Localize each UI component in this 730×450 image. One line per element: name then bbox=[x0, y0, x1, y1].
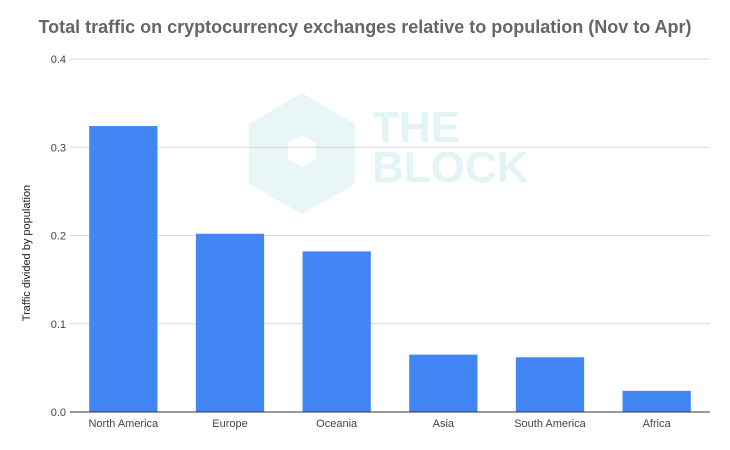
x-tick-label: Oceania bbox=[316, 418, 358, 430]
y-tick-labels: 0.0 0.1 0.2 0.3 0.4 bbox=[51, 54, 66, 419]
watermark-hex-inner bbox=[288, 135, 316, 167]
y-tick-label: 0.1 bbox=[51, 319, 66, 331]
x-tick-label: Europe bbox=[212, 418, 247, 430]
y-tick-label: 0.3 bbox=[51, 142, 66, 154]
bar-north-america bbox=[89, 126, 158, 412]
watermark-line-2: BLOCK bbox=[372, 143, 529, 192]
watermark-logo: THE BLOCK bbox=[249, 93, 529, 214]
y-tick-label: 0.4 bbox=[51, 54, 66, 66]
y-tick-label: 0.0 bbox=[51, 407, 66, 419]
bar-europe bbox=[195, 233, 265, 412]
bar-oceania bbox=[302, 251, 371, 412]
y-tick-label: 0.2 bbox=[51, 231, 66, 243]
gridlines bbox=[70, 58, 710, 325]
watermark-line-1: THE bbox=[372, 103, 460, 152]
x-tick-labels: North America Europe Oceania Asia South Amer… bbox=[88, 418, 671, 430]
bar-africa bbox=[622, 390, 691, 412]
chart-title: Total traffic on cryptocurrency exchange… bbox=[38, 17, 692, 37]
bars bbox=[89, 126, 691, 412]
bar-asia bbox=[409, 354, 478, 412]
x-tick-label: South America bbox=[514, 418, 586, 430]
bar-south-america bbox=[515, 357, 585, 412]
x-tick-label: North America bbox=[88, 418, 159, 430]
x-tick-label: Africa bbox=[643, 418, 672, 430]
x-tick-label: Asia bbox=[433, 418, 455, 430]
